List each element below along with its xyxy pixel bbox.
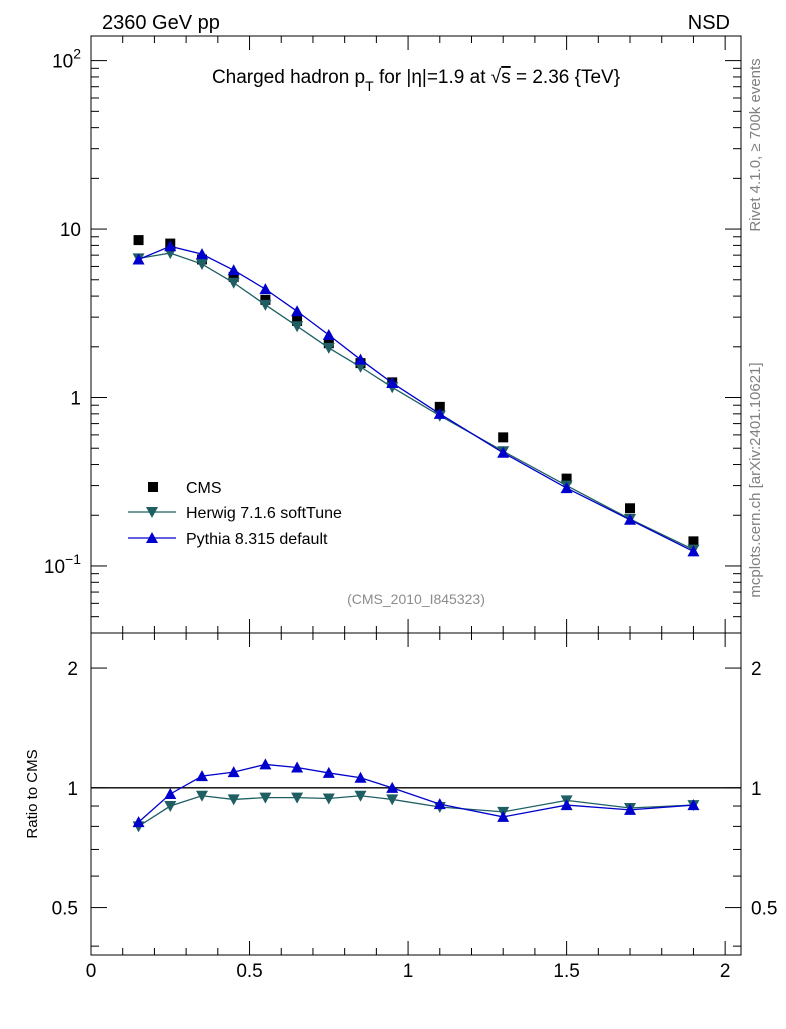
ratio-point-pythia [132, 816, 145, 828]
main-point-herwig [291, 321, 304, 333]
ratio-y-tick-label-right: 1 [751, 779, 762, 800]
main-point-pythia [560, 482, 573, 494]
chart-title-subscript: T [365, 78, 374, 94]
ratio-point-pythia [164, 787, 177, 799]
x-tick-label: 0.5 [236, 961, 262, 982]
ratio-y-tick-label-right: 0.5 [751, 899, 777, 920]
main-point-pythia [322, 329, 335, 341]
ratio-axes: 0.5 0.5 1 1 2 2 0 0.5 1 1.5 2 [52, 633, 777, 982]
main-point-herwig [227, 277, 240, 289]
main-point-herwig [322, 342, 335, 354]
main-point-herwig [195, 259, 208, 271]
chart-title-part-c: = 2.36 {TeV} [511, 67, 620, 88]
y-tick-label: 10 [60, 220, 81, 241]
ratio-point-pythia [386, 781, 399, 793]
chart-title: Charged hadron pT for |η|=1.9 at √s = 2.… [212, 67, 620, 94]
main-point-pythia [227, 264, 240, 276]
main-point-pythia [195, 248, 208, 260]
ratio-point-pythia [624, 803, 637, 815]
legend-label-herwig: Herwig 7.1.6 softTune [186, 505, 342, 522]
legend-marker-cms [148, 482, 158, 492]
mcplots-label: mcplots.cern.ch [arXiv:2401.10621] [747, 362, 764, 597]
ratio-point-herwig [164, 801, 177, 813]
ratio-point-pythia [195, 770, 208, 782]
main-point-pythia [386, 376, 399, 388]
ratio-point-pythia [354, 771, 367, 783]
chart-title-root: √ [491, 67, 502, 88]
main-panel: 102 10 1 10−1 Charged hadron pT for |η|=1.9… [44, 35, 742, 634]
ratio-ylabel: Ratio to CMS [24, 749, 41, 838]
main-line-herwig [138, 252, 694, 551]
y-tick-label: 10−1 [44, 551, 81, 578]
ratio-point-herwig [195, 790, 208, 802]
main-point-pythia [354, 353, 367, 365]
ratio-point-herwig [386, 794, 399, 806]
main-point-pythia [132, 253, 145, 265]
x-tick-label: 2 [720, 961, 731, 982]
chart-title-s: s [501, 67, 511, 88]
ratio-point-herwig [291, 792, 304, 804]
legend-marker-pythia [146, 532, 158, 543]
main-point-cms [625, 503, 636, 514]
ratio-panel: 0.5 0.5 1 1 2 2 0 0.5 1 1.5 2 Ratio to CMS [24, 632, 777, 982]
ratio-y-tick-label: 1 [67, 779, 78, 800]
ratio-series [132, 758, 700, 833]
chart-title-part-a: Charged hadron p [212, 67, 365, 88]
main-point-herwig [354, 361, 367, 373]
ratio-point-pythia [433, 798, 446, 810]
x-tick-label: 1.5 [553, 961, 579, 982]
main-point-pythia [624, 513, 637, 525]
ratio-point-pythia [259, 758, 272, 770]
main-point-cms [292, 315, 303, 326]
rivet-label: Rivet 4.1.0, ≥ 700k events [747, 58, 764, 231]
main-point-pythia [687, 545, 700, 557]
ratio-line-herwig [138, 795, 694, 827]
main-point-cms [688, 536, 699, 547]
legend-label-pythia: Pythia 8.315 default [186, 531, 328, 548]
main-point-herwig [259, 299, 272, 311]
ratio-point-pythia [322, 766, 335, 778]
main-point-pythia [291, 305, 304, 317]
ratio-frame [90, 632, 742, 956]
legend: CMS Herwig 7.1.6 softTune Pythia 8.315 d… [128, 480, 342, 548]
y-tick-label: 102 [52, 46, 81, 73]
main-axes: 102 10 1 10−1 [44, 36, 741, 634]
ratio-y-tick-label: 0.5 [52, 899, 78, 920]
ratio-point-pythia [291, 761, 304, 773]
ratio-point-herwig [322, 793, 335, 805]
ratio-point-pythia [687, 799, 700, 811]
legend-marker-herwig [146, 507, 158, 518]
main-point-pythia [164, 240, 177, 252]
main-line-pythia [138, 245, 694, 553]
header-process-label: NSD [688, 12, 730, 34]
main-point-cms [133, 235, 144, 246]
chart-title-part-b: for |η|=1.9 at [374, 67, 491, 88]
ratio-point-herwig [259, 792, 272, 804]
x-tick-label: 0 [86, 961, 97, 982]
ratio-line-pythia [138, 763, 694, 823]
main-point-cms [498, 432, 509, 443]
ratio-point-pythia [227, 766, 240, 778]
main-point-pythia [497, 446, 510, 458]
ratio-y-tick-label: 2 [67, 659, 78, 680]
main-point-pythia [433, 407, 446, 419]
main-point-cms [434, 401, 445, 412]
legend-label-cms: CMS [186, 480, 222, 497]
ratio-point-pythia [560, 799, 573, 811]
ratio-point-herwig [227, 794, 240, 806]
x-tick-label: 1 [403, 961, 414, 982]
y-tick-label: 1 [70, 389, 81, 410]
main-point-cms [228, 271, 239, 282]
main-point-cms [561, 473, 572, 484]
ratio-y-tick-label-right: 2 [751, 659, 762, 680]
main-series [132, 235, 700, 557]
ratio-point-pythia [497, 810, 510, 822]
reference-label: (CMS_2010_I845323) [347, 591, 485, 607]
header-energy-label: 2360 GeV pp [102, 12, 220, 34]
ratio-point-herwig [354, 790, 367, 802]
main-point-pythia [259, 283, 272, 295]
